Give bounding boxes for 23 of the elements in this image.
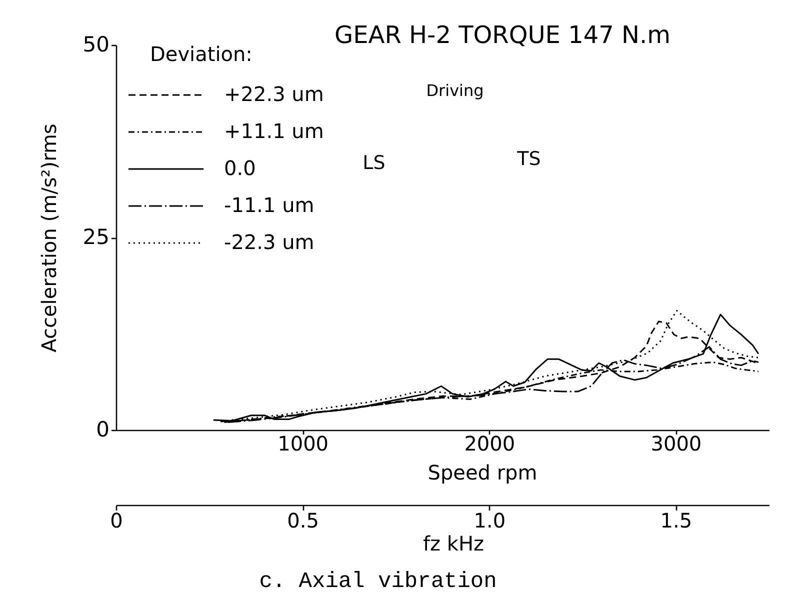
chart-title: GEAR H-2 TORQUE 147 N.m bbox=[334, 21, 670, 49]
y-tick-label: 50 bbox=[82, 32, 110, 56]
x2-tick-label: 0.5 bbox=[287, 508, 319, 532]
legend-title: Deviation: bbox=[150, 42, 252, 66]
text: c. Axial vibration bbox=[259, 569, 497, 594]
x2-axis-title: fz kHz bbox=[422, 532, 484, 556]
legend-label: +22.3 um bbox=[224, 82, 324, 106]
x-tick-label: 2000 bbox=[464, 432, 516, 456]
annotation: Driving bbox=[426, 81, 484, 100]
legend-label: -11.1 um bbox=[224, 193, 314, 217]
x2-tick-label: 1.5 bbox=[660, 508, 692, 532]
x2-tick-label: 1.0 bbox=[474, 508, 506, 532]
x-axis-title: Speed rpm bbox=[428, 460, 538, 484]
x-tick-label: 3000 bbox=[650, 432, 702, 456]
x-tick-label: 1000 bbox=[278, 432, 329, 456]
annotation: LS bbox=[362, 152, 386, 174]
legend-label: -22.3 um bbox=[224, 230, 314, 254]
legend-label: 0.0 bbox=[224, 156, 256, 180]
y-tick-label: 25 bbox=[82, 225, 110, 249]
legend-label: +11.1 um bbox=[224, 119, 324, 143]
y-tick-label: 0 bbox=[96, 418, 110, 442]
y-axis-title: Acceleration (m/s²)rms bbox=[36, 124, 61, 352]
annotation: TS bbox=[516, 148, 541, 170]
